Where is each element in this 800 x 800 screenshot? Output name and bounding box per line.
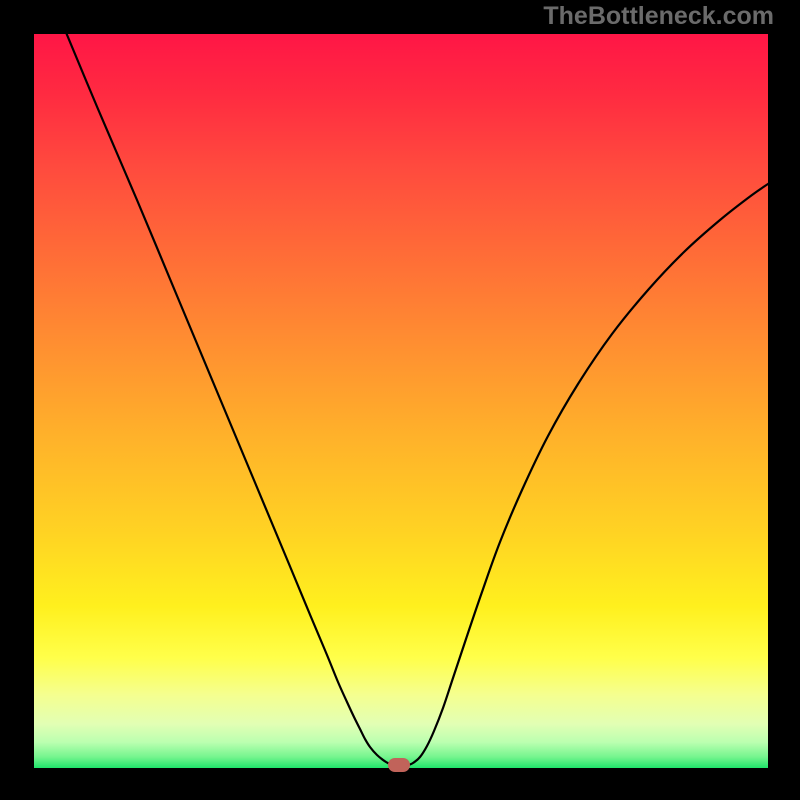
curve-right-branch <box>406 182 771 766</box>
watermark-text: TheBottleneck.com <box>543 2 774 31</box>
curve-left-branch <box>60 18 394 766</box>
optimal-point-marker <box>388 758 410 772</box>
bottleneck-curve <box>0 0 800 800</box>
